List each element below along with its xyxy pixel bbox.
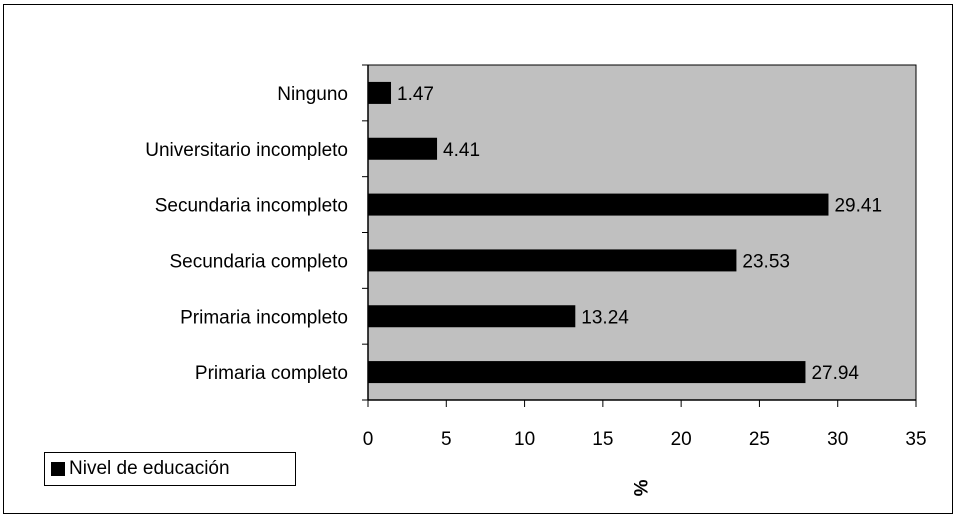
data-label: 23.53: [742, 251, 790, 272]
category-label: Primaria incompleto: [180, 307, 348, 328]
x-tick-label: 15: [592, 429, 613, 450]
chart-frame: Ninguno 1.47 Universitario incompleto 4.41 S…: [3, 4, 953, 514]
data-label: 29.41: [834, 196, 882, 217]
x-tick-label: 35: [905, 429, 926, 450]
x-axis-title: %: [629, 480, 650, 497]
bar: [368, 193, 829, 216]
bar: [368, 249, 737, 272]
bar: [368, 137, 438, 160]
category-label: Secundaria incompleto: [155, 196, 348, 217]
plot-area: [367, 64, 917, 401]
legend: Nivel de educación: [44, 452, 296, 486]
data-label: 1.47: [397, 84, 434, 105]
category-label: Universitario incompleto: [145, 140, 348, 161]
x-tick-label: 10: [514, 429, 535, 450]
x-tick-label: 5: [441, 429, 452, 450]
x-tick-label: 30: [827, 429, 848, 450]
x-tick-label: 20: [671, 429, 692, 450]
x-tick-label: 25: [749, 429, 770, 450]
bar: [368, 81, 392, 104]
data-label: 13.24: [581, 307, 629, 328]
data-label: 27.94: [811, 363, 859, 384]
x-tick-label: 0: [363, 429, 374, 450]
data-label: 4.41: [443, 140, 480, 161]
category-label: Ninguno: [277, 84, 348, 105]
bar-chart: Ninguno 1.47 Universitario incompleto 4.41 S…: [145, 64, 927, 497]
category-label: Secundaria completo: [170, 251, 349, 272]
category-label: Primaria completo: [195, 363, 348, 384]
legend-label: Nivel de educación: [69, 458, 230, 479]
legend-swatch: [51, 462, 65, 476]
bar: [368, 361, 806, 384]
bar: [368, 305, 576, 328]
